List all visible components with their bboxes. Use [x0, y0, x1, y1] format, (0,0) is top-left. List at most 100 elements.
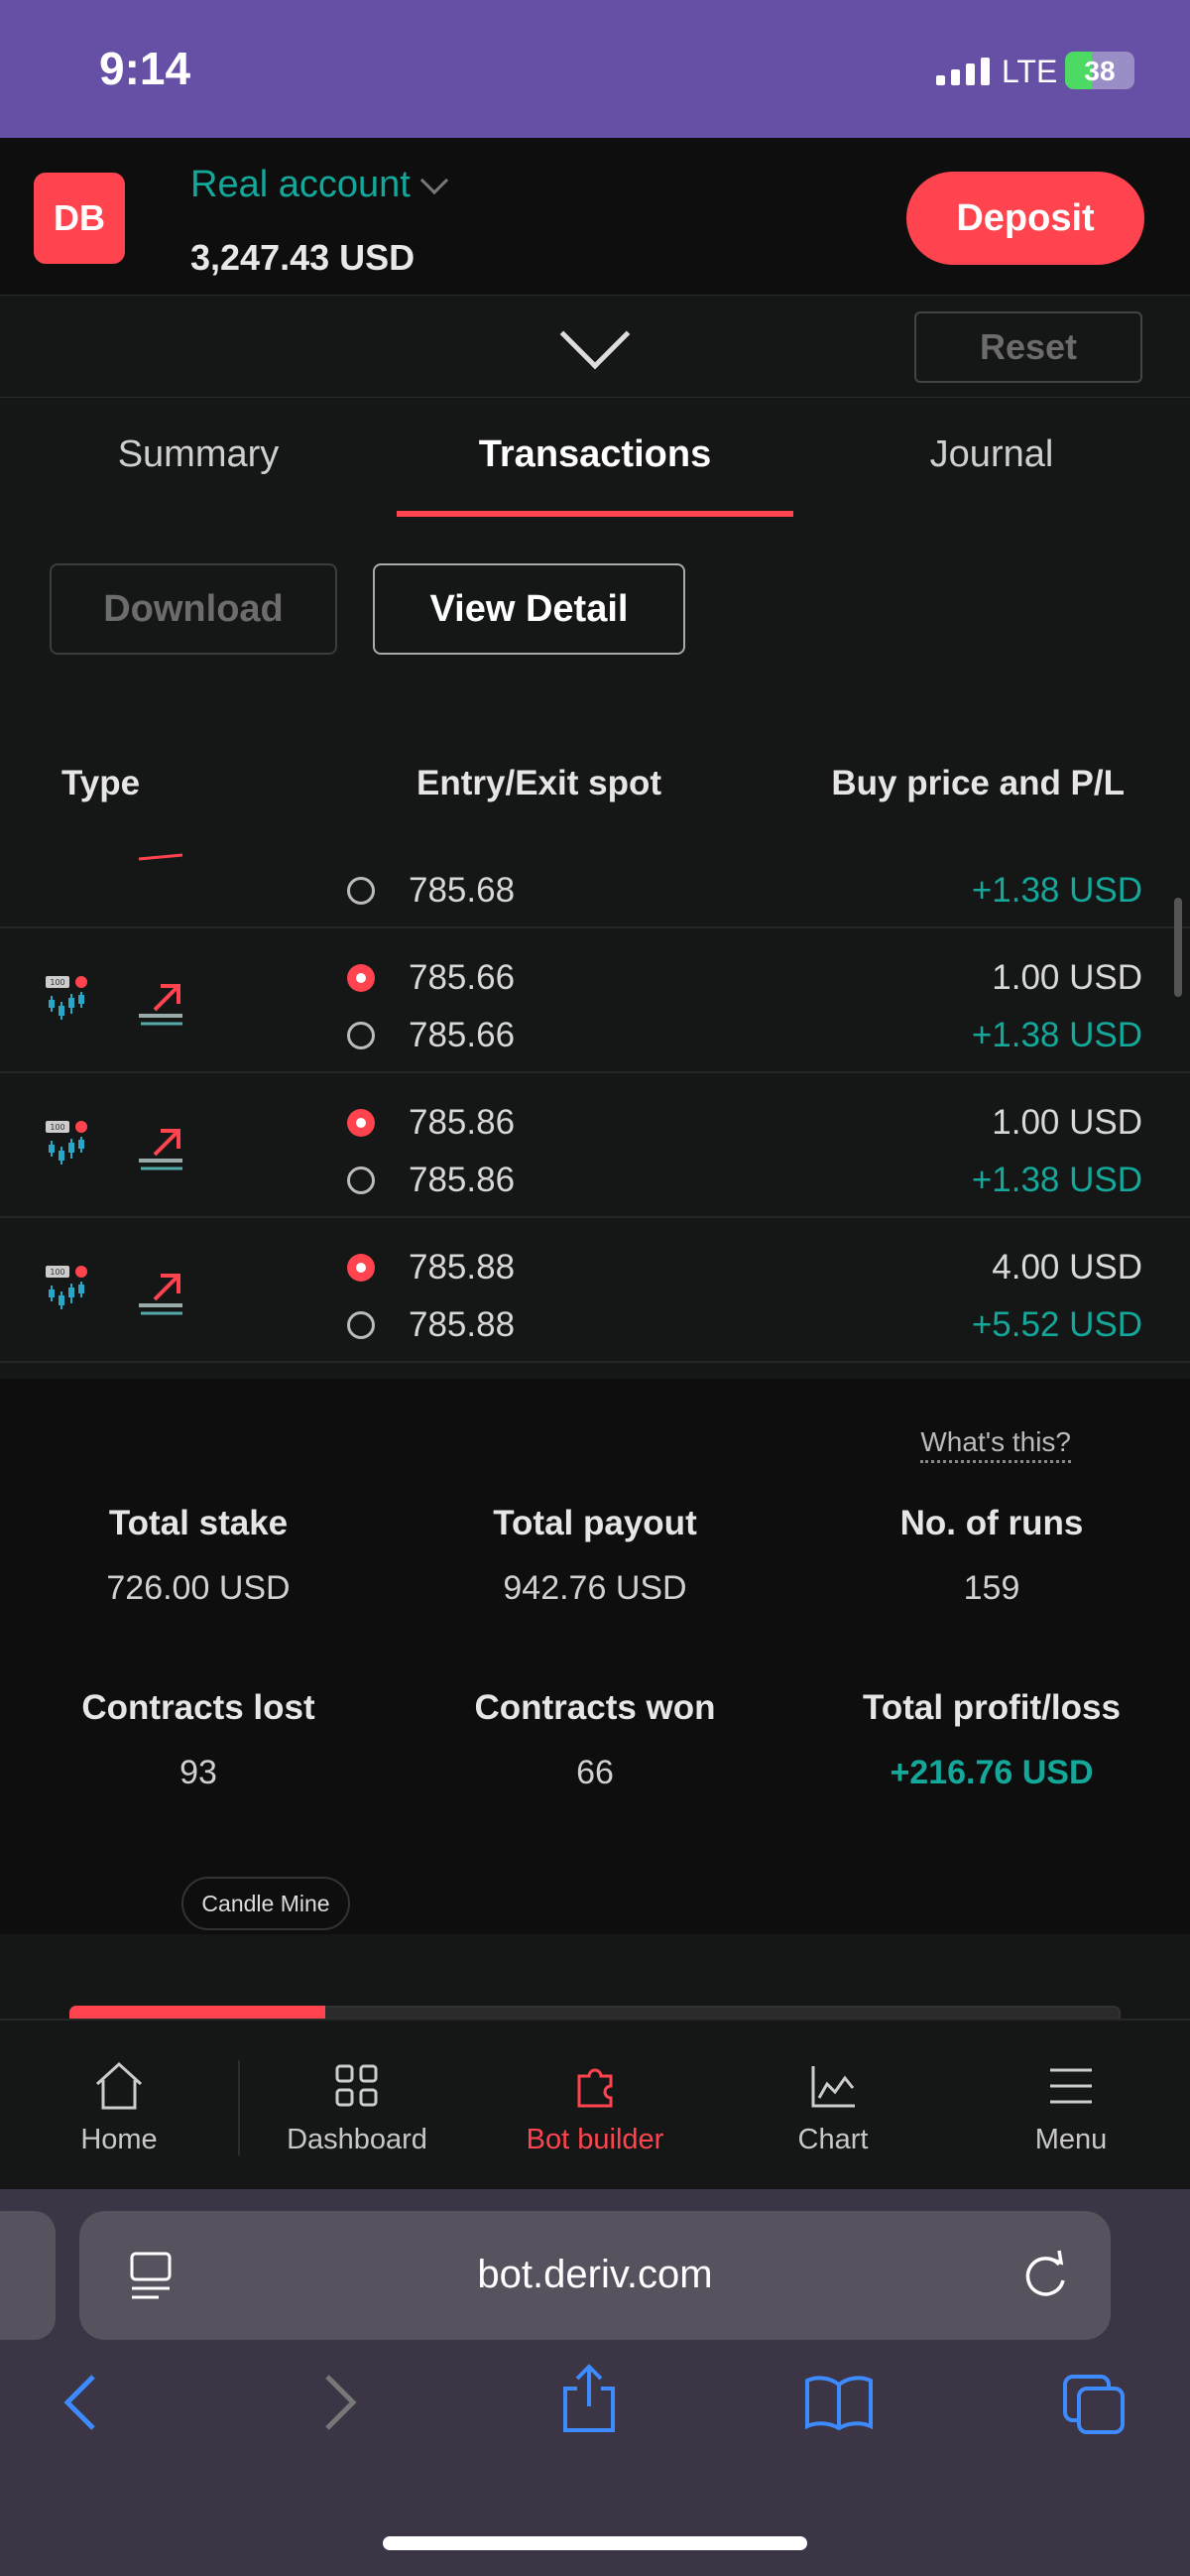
- back-icon[interactable]: [61, 2373, 101, 2432]
- profit-loss: +1.38 USD: [971, 1161, 1142, 1199]
- nav-home[interactable]: Home: [0, 2058, 238, 2156]
- whats-this-link[interactable]: What's this?: [920, 1426, 1071, 1463]
- svg-text:100: 100: [50, 1123, 64, 1132]
- nav-label: Dashboard: [287, 2124, 427, 2155]
- stat-total-profit: Total profit/loss +216.76 USD: [793, 1688, 1190, 1792]
- transactions-list[interactable]: 785.68 +1.38 USD 100 785.66 785.66 1.00 …: [0, 853, 1190, 1369]
- trend-arrow-icon: [138, 853, 183, 861]
- rise-arrow-icon: [139, 1129, 182, 1170]
- profit-loss: +1.38 USD: [971, 871, 1142, 910]
- exit-spot-icon: [347, 1022, 375, 1049]
- home-icon: [95, 2061, 143, 2110]
- buy-price: 1.00 USD: [992, 1103, 1142, 1142]
- table-row[interactable]: 785.68 +1.38 USD: [0, 853, 1190, 928]
- battery-icon: 38: [1065, 52, 1134, 89]
- nav-bot-builder[interactable]: Bot builder: [476, 2058, 714, 2156]
- exit-spot: 785.88: [409, 1305, 516, 1344]
- stat-total-stake: Total stake 726.00 USD: [0, 1504, 397, 1608]
- stat-contracts-won: Contracts won 66: [397, 1688, 793, 1792]
- column-header-type: Type: [61, 764, 141, 802]
- entry-spot: 785.86: [409, 1103, 516, 1142]
- buy-price: 4.00 USD: [992, 1248, 1142, 1287]
- status-time: 9:14: [99, 43, 191, 94]
- profit-loss: +1.38 USD: [971, 1016, 1142, 1054]
- stat-value: 726.00 USD: [106, 1569, 291, 1607]
- table-row[interactable]: 100 785.86 785.86 1.00 USD +1.38 USD: [0, 1073, 1190, 1218]
- buy-price: 1.00 USD: [992, 958, 1142, 997]
- page-menu-icon[interactable]: [129, 2251, 173, 2300]
- stat-value: 159: [963, 1569, 1020, 1607]
- stat-value: 66: [576, 1754, 614, 1791]
- entry-spot: 785.88: [409, 1248, 516, 1287]
- view-detail-button[interactable]: View Detail: [373, 563, 685, 655]
- stat-value: 93: [179, 1754, 217, 1791]
- chevron-down-icon: [419, 166, 448, 194]
- svg-text:100: 100: [50, 1268, 64, 1277]
- profit-loss: +5.52 USD: [971, 1305, 1142, 1344]
- nav-menu[interactable]: Menu: [952, 2058, 1190, 2156]
- tab-transactions[interactable]: Transactions: [478, 433, 712, 475]
- download-button[interactable]: Download: [50, 563, 337, 655]
- home-indicator: [383, 2536, 807, 2550]
- entry-spot-icon: [347, 1109, 375, 1137]
- signal-icon: [936, 56, 990, 85]
- reload-icon[interactable]: [1019, 2247, 1071, 2302]
- nav-divider: [238, 2060, 240, 2155]
- stat-label: No. of runs: [899, 1504, 1084, 1542]
- stat-label: Contracts won: [474, 1688, 716, 1727]
- table-row[interactable]: 100 785.88 785.88 4.00 USD +5.52 USD: [0, 1218, 1190, 1363]
- rise-arrow-icon: [139, 984, 182, 1026]
- nav-label: Bot builder: [526, 2124, 664, 2155]
- browser-tools: [0, 2364, 1190, 2472]
- volatility-index-icon: 100: [46, 1266, 87, 1309]
- forward-icon[interactable]: [319, 2373, 359, 2432]
- chart-icon: [811, 2066, 855, 2108]
- chevron-down-icon[interactable]: [559, 299, 631, 370]
- active-tab-indicator: [397, 511, 793, 517]
- scrollbar[interactable]: [1174, 898, 1182, 997]
- svg-text:100: 100: [50, 978, 64, 987]
- column-header-spot: Entry/Exit spot: [416, 764, 661, 802]
- stat-label: Contracts lost: [81, 1688, 315, 1727]
- menu-icon: [1050, 2068, 1092, 2104]
- status-bar: 9:14 LTE 38: [0, 0, 1190, 138]
- tab-journal[interactable]: Journal: [929, 433, 1054, 475]
- battery-percent: 38: [1084, 56, 1116, 86]
- puzzle-icon: [577, 2068, 613, 2108]
- account-switcher[interactable]: Real account: [190, 164, 448, 206]
- deposit-button[interactable]: Deposit: [906, 172, 1144, 265]
- nav-label: Home: [80, 2124, 158, 2155]
- bot-name-chip[interactable]: Candle Mine: [181, 1877, 350, 1930]
- stat-value: +216.76 USD: [890, 1754, 1094, 1791]
- network-type: LTE: [1002, 54, 1058, 89]
- stat-contracts-lost: Contracts lost 93: [0, 1688, 397, 1792]
- stat-runs: No. of runs 159: [793, 1504, 1190, 1608]
- run-panel-toolbar: Reset: [0, 295, 1190, 398]
- nav-dashboard[interactable]: Dashboard: [238, 2058, 476, 2156]
- stat-label: Total payout: [493, 1504, 697, 1542]
- tabs-icon[interactable]: [1061, 2373, 1127, 2436]
- share-icon[interactable]: [559, 2363, 619, 2434]
- nav-chart[interactable]: Chart: [714, 2058, 952, 2156]
- stat-value: 942.76 USD: [503, 1569, 687, 1607]
- tab-summary[interactable]: Summary: [117, 433, 280, 475]
- exit-spot: 785.86: [409, 1161, 516, 1199]
- volatility-index-icon: 100: [46, 976, 87, 1020]
- entry-spot: 785.66: [409, 958, 516, 997]
- bookmarks-icon[interactable]: [803, 2373, 875, 2432]
- browser-toolbar: bot.deriv.com: [0, 2189, 1190, 2576]
- reset-button[interactable]: Reset: [914, 311, 1142, 383]
- url-text: bot.deriv.com: [477, 2253, 713, 2296]
- run-panel-tabs: Summary Transactions Journal: [0, 398, 1190, 519]
- table-row[interactable]: 100 785.66 785.66 1.00 USD +1.38 USD: [0, 928, 1190, 1073]
- rise-arrow-icon: [139, 1274, 182, 1315]
- address-bar[interactable]: bot.deriv.com: [79, 2211, 1111, 2340]
- app-header: DB Real account 3,247.43 USD Deposit: [0, 138, 1190, 295]
- app-logo[interactable]: DB: [34, 173, 125, 264]
- exit-spot: 785.66: [409, 1016, 516, 1054]
- volatility-index-icon: 100: [46, 1121, 87, 1165]
- previous-tab-peek[interactable]: [0, 2211, 56, 2340]
- progress-area: [0, 1934, 1190, 2020]
- stat-total-payout: Total payout 942.76 USD: [397, 1504, 793, 1608]
- exit-spot-icon: [347, 877, 375, 905]
